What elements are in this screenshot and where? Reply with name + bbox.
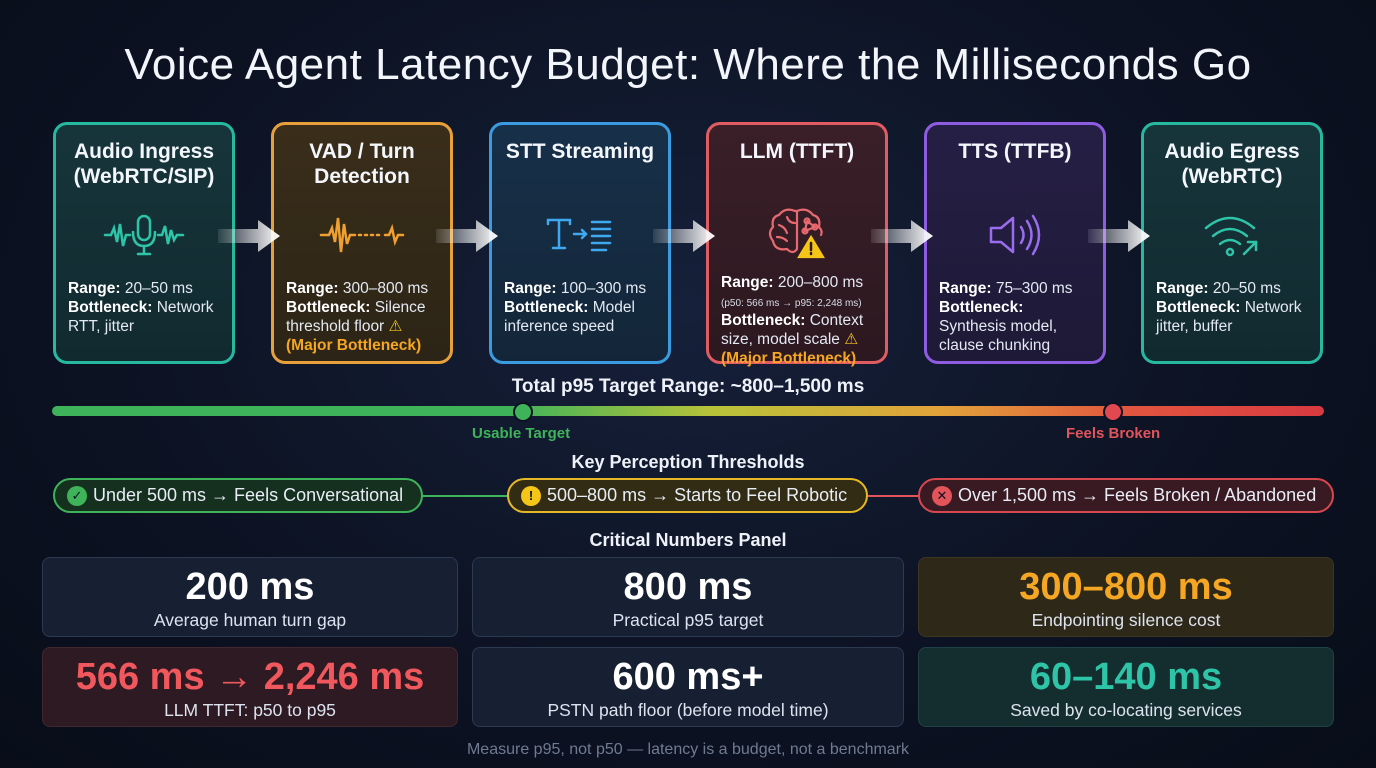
stage-details: Range: 300–800 ms Bottleneck: Silence th… [286, 279, 438, 355]
range-label: Range: [286, 280, 339, 297]
card-value: 600 ms+ [612, 656, 764, 698]
threshold-text: Over 1,500 ms → Feels Broken / Abandoned [958, 485, 1317, 505]
threshold-conversational: ✓ Under 500 ms → Feels Conversational [53, 478, 423, 513]
text-stream-icon [504, 191, 656, 279]
card-value: 200 ms [185, 566, 315, 608]
card-label: Saved by co-locating services [1010, 700, 1242, 720]
card-value: 60–140 ms [1029, 656, 1223, 698]
bottleneck-label: Bottleneck: [1156, 299, 1241, 316]
flow-arrow-icon [653, 220, 715, 252]
stage-audio-egress: Audio Egress (WebRTC) Range: 20–50 ms Bo… [1141, 122, 1323, 364]
bottleneck-value: Synthesis model, clause chunking [939, 318, 1058, 354]
threshold-robotic: ! 500–800 ms → Starts to Feel Robotic [507, 478, 868, 513]
bottleneck-value: Network RTT, jitter [68, 299, 214, 335]
stage-details: Range: 200–800 ms (p50: 566 ms → p95: 2,… [721, 273, 873, 368]
stage-details: Range: 100–300 ms Bottleneck: Model infe… [504, 279, 656, 336]
threshold-connector [868, 495, 920, 497]
feels-broken-label: Feels Broken [1066, 425, 1161, 442]
card-value: 800 ms [623, 566, 753, 608]
bottleneck-value: Silence threshold floor [286, 299, 426, 335]
card-co-locating-savings: 60–140 ms Saved by co-locating services [918, 647, 1334, 727]
card-llm-ttft: 566 ms → 2,246 ms LLM TTFT: p50 to p95 [42, 647, 458, 727]
flow-arrow-icon [871, 220, 933, 252]
major-bottleneck-label: (Major Bottleneck) [286, 337, 422, 354]
card-value: 300–800 ms [1019, 566, 1233, 608]
stage-title: Audio Ingress (WebRTC/SIP) [73, 140, 215, 188]
latency-gradient-bar [52, 406, 1324, 416]
card-endpointing-cost: 300–800 ms Endpointing silence cost [918, 557, 1334, 637]
bottleneck-label: Bottleneck: [721, 312, 806, 329]
thresholds-title: Key Perception Thresholds [571, 452, 805, 472]
wifi-signal-icon [1156, 191, 1308, 279]
bottleneck-value: Model inference speed [504, 299, 635, 335]
stage-stt-streaming: STT Streaming Range: 100–300 ms Bottlene… [489, 122, 671, 364]
card-value: 566 ms → 2,246 ms [75, 656, 425, 698]
feels-broken-marker [1103, 402, 1123, 422]
threshold-text: Under 500 ms → Feels Conversational [93, 485, 404, 505]
range-label: Range: [939, 280, 992, 297]
card-label: Endpointing silence cost [1031, 610, 1221, 630]
usable-target-marker [513, 402, 533, 422]
waveform-pulse-icon [286, 191, 438, 279]
range-value: 20–50 ms [120, 280, 193, 297]
stage-title: VAD / Turn Detection [309, 140, 415, 188]
total-target-label: Total p95 Target Range: ~800–1,500 ms [511, 376, 865, 397]
check-circle-icon: ✓ [67, 485, 87, 506]
flow-arrow-icon [436, 220, 498, 252]
p50-p95-note: (p50: 566 ms → p95: 2,248 ms) [721, 298, 862, 309]
flow-arrow-icon [1088, 220, 1150, 252]
flow-arrow-icon [218, 220, 280, 252]
range-value: 75–300 ms [991, 280, 1073, 297]
threshold-connector [422, 495, 508, 497]
page-title: Voice Agent Latency Budget: Where the Mi… [124, 40, 1252, 89]
stage-details: Range: 75–300 ms Bottleneck: Synthesis m… [939, 279, 1091, 355]
range-value: 100–300 ms [556, 280, 647, 297]
bottleneck-label: Bottleneck: [68, 299, 153, 316]
stage-title: TTS (TTFB) [958, 140, 1072, 163]
exclamation-circle-icon: ! [521, 485, 541, 506]
card-label: PSTN path floor (before model time) [547, 700, 829, 720]
major-bottleneck-label: (Major Bottleneck) [721, 350, 857, 367]
card-human-turn-gap: 200 ms Average human turn gap [42, 557, 458, 637]
stage-title: Audio Egress (WebRTC) [1164, 140, 1300, 188]
threshold-broken: ✕ Over 1,500 ms → Feels Broken / Abandon… [918, 478, 1334, 513]
card-pstn-floor: 600 ms+ PSTN path floor (before model ti… [472, 647, 904, 727]
threshold-text: 500–800 ms → Starts to Feel Robotic [547, 485, 848, 505]
bottleneck-value: Context size, model scale [721, 312, 864, 348]
bottleneck-label: Bottleneck: [286, 299, 371, 316]
x-circle-icon: ✕ [932, 485, 952, 506]
stage-llm-ttft: LLM (TTFT) Range: 200–800 ms (p50: 566 m… [706, 122, 888, 367]
range-value: 300–800 ms [338, 280, 429, 297]
range-label: Range: [68, 280, 121, 297]
usable-target-label: Usable Target [472, 425, 571, 442]
brain-warning-icon [721, 191, 873, 273]
speaker-icon [939, 191, 1091, 279]
range-label: Range: [504, 280, 557, 297]
card-label: Average human turn gap [153, 610, 347, 630]
footer-note: Measure p95, not p50 — latency is a budg… [466, 741, 910, 758]
card-label: Practical p95 target [612, 610, 764, 630]
stage-tts-ttfb: TTS (TTFB) Range: 75–300 ms Bottleneck: … [924, 122, 1106, 364]
bottleneck-label: Bottleneck: [504, 299, 589, 316]
bottleneck-label: Bottleneck: [939, 299, 1024, 316]
warning-icon: ⚠ [844, 331, 859, 348]
stage-details: Range: 20–50 ms Bottleneck: Network jitt… [1156, 279, 1308, 336]
stage-vad-turn-detection: VAD / Turn Detection Range: 300–800 ms B… [271, 122, 453, 364]
microphone-waveform-icon [68, 191, 220, 279]
stage-title: STT Streaming [505, 140, 655, 163]
range-value: 20–50 ms [1208, 280, 1281, 297]
panel-title: Critical Numbers Panel [589, 530, 787, 550]
card-label: LLM TTFT: p50 to p95 [164, 700, 336, 720]
stage-details: Range: 20–50 ms Bottleneck: Network RTT,… [68, 279, 220, 336]
stage-audio-ingress: Audio Ingress (WebRTC/SIP) Range: 20–50 … [53, 122, 235, 364]
range-label: Range: [1156, 280, 1209, 297]
range-value: 200–800 ms [773, 274, 864, 291]
stage-title: LLM (TTFT) [739, 140, 855, 163]
warning-icon: ⚠ [388, 318, 403, 335]
range-label: Range: [721, 274, 774, 291]
bottleneck-value: Network jitter, buffer [1156, 299, 1302, 335]
card-p95-target: 800 ms Practical p95 target [472, 557, 904, 637]
